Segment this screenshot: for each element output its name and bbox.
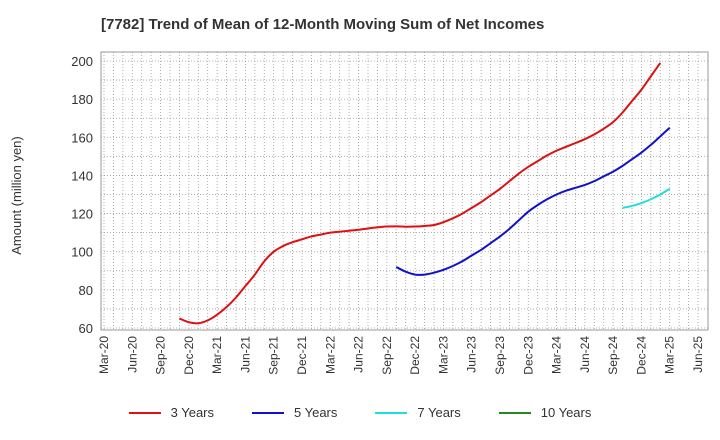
x-tick-label: Dec-20 — [182, 336, 196, 375]
series-line-7-years — [622, 187, 671, 209]
x-tick-label: Jun-20 — [125, 336, 139, 373]
x-tick-label: Jun-25 — [691, 336, 705, 373]
legend-swatch — [498, 411, 531, 414]
x-tick-labels: Mar-20 Jun-20 Sep-20 Dec-20 Mar-21 Jun-21 Sep-… — [97, 336, 705, 375]
series-lines — [179, 62, 671, 325]
x-tick-label: Mar-24 — [550, 336, 564, 374]
x-tick-label: Dec-24 — [634, 336, 648, 375]
legend-item: 5 Years — [252, 405, 337, 420]
y-tick-label: 160 — [71, 130, 93, 145]
legend-item: 7 Years — [375, 405, 461, 420]
series-line-5-years — [395, 127, 671, 276]
legend-swatch — [128, 411, 161, 414]
x-tick-label: Sep-21 — [267, 336, 281, 375]
x-tick-label: Mar-20 — [97, 336, 111, 374]
plot-area-frame — [100, 51, 709, 331]
legend-label: 7 Years — [417, 405, 461, 420]
chart-title: [7782] Trend of Mean of 12-Month Moving … — [101, 16, 545, 33]
legend-swatch — [375, 411, 408, 414]
x-tick-label: Sep-22 — [380, 336, 394, 375]
x-tick-label: Jun-24 — [578, 336, 592, 373]
y-tick-label: 80 — [79, 283, 93, 298]
x-tick-label: Sep-20 — [154, 336, 168, 375]
x-tick-label: Sep-24 — [606, 336, 620, 375]
x-tick-label: Sep-23 — [493, 336, 507, 375]
x-tick-label: Mar-22 — [323, 336, 337, 374]
x-tick-label: Mar-25 — [663, 336, 677, 374]
x-tick-label: Dec-22 — [408, 336, 422, 375]
y-tick-label: 60 — [79, 321, 93, 336]
y-tick-label: 180 — [71, 92, 93, 107]
legend-swatch — [252, 411, 284, 414]
x-tick-label: Dec-23 — [521, 336, 535, 375]
y-tick-label: 100 — [71, 245, 93, 260]
series-line-3-years — [179, 62, 662, 325]
legend-item: 10 Years — [498, 405, 592, 420]
legend-label: 5 Years — [294, 405, 338, 420]
legend-label: 10 Years — [540, 405, 592, 420]
grid-lines — [101, 52, 708, 330]
legend-item: 3 Years — [128, 405, 214, 420]
legend-label: 3 Years — [170, 405, 214, 420]
y-tick-label: 140 — [71, 168, 93, 183]
y-tick-labels: 60 80 100 120 140 160 180 200 — [71, 54, 93, 336]
legend: 3 Years 5 Years 7 Years 10 Years — [0, 405, 720, 420]
x-tick-label: Mar-23 — [436, 336, 450, 374]
y-tick-label: 200 — [71, 54, 93, 69]
x-tick-label: Jun-21 — [238, 336, 252, 373]
x-tick-label: Dec-21 — [295, 336, 309, 375]
x-tick-label: Mar-21 — [210, 336, 224, 374]
y-tick-label: 120 — [71, 207, 93, 222]
x-tick-label: Jun-23 — [465, 336, 479, 373]
x-tick-label: Jun-22 — [352, 336, 366, 373]
